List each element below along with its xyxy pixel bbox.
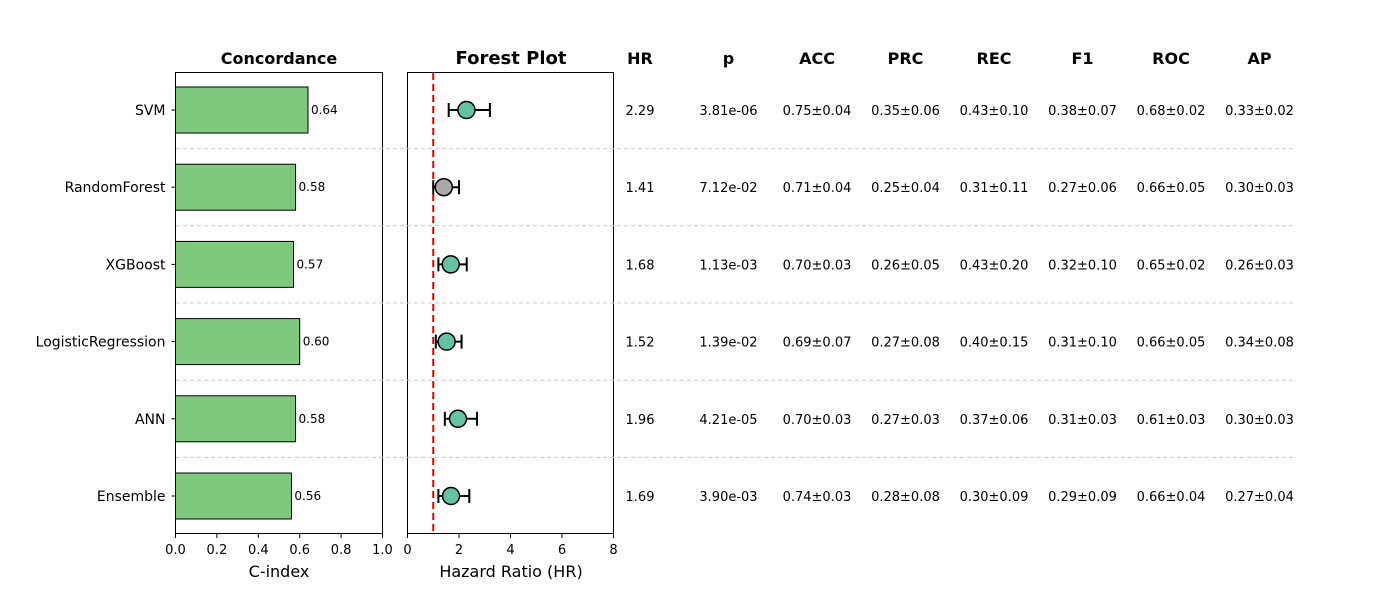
y-tick-label: RandomForest: [65, 180, 166, 196]
bar-value-label: 0.64: [311, 103, 338, 117]
table-cell: 1.96: [626, 413, 655, 428]
y-tick-label: SVM: [135, 103, 166, 119]
table-cell: 1.68: [626, 258, 655, 273]
y-tick-label: ANN: [135, 412, 166, 428]
table-cell: 0.66±0.04: [1137, 490, 1206, 505]
table-cell: 0.43±0.20: [960, 258, 1029, 273]
table-cell: 0.68±0.02: [1137, 104, 1206, 119]
hr-point: [434, 177, 454, 197]
forest-panel: Forest Plot 0 2 4 6 8 Hazard Ratio (HR): [403, 48, 617, 581]
table-cell: 0.74±0.03: [783, 490, 852, 505]
y-tick-label: LogisticRegression: [36, 335, 166, 351]
table-cell: 0.66±0.05: [1137, 336, 1206, 351]
hr-point: [448, 409, 468, 429]
concordance-panel: Concordance 0.64 0.58 0.57 0.60 0.58 0.56 SVM…: [36, 49, 393, 581]
table-cell: 0.69±0.07: [783, 336, 852, 351]
table-cell: 1.13e-03: [699, 258, 757, 273]
x-tick-label: 0.6: [289, 543, 310, 558]
metrics-table: HR p ACC PRC REC F1 ROC AP 2.29 3.81e-06 0.75±0.0…: [176, 49, 1296, 505]
x-tick-label: 0: [403, 543, 411, 558]
table-cell: 2.29: [626, 104, 655, 119]
table-header: p: [723, 49, 734, 68]
table-cell: 0.28±0.08: [871, 490, 940, 505]
table-cell: 3.81e-06: [699, 104, 757, 119]
x-tick-label: 0.8: [331, 543, 352, 558]
table-cell: 0.31±0.11: [960, 181, 1029, 196]
concordance-xlabel: C-index: [249, 562, 310, 581]
table-cell: 1.52: [626, 336, 655, 351]
hr-point: [441, 255, 461, 274]
x-tick-label: 0.0: [165, 543, 186, 558]
table-cell: 3.90e-03: [699, 490, 757, 505]
table-cell: 0.40±0.15: [960, 336, 1029, 351]
table-cell: 0.61±0.03: [1137, 413, 1206, 428]
table-cell: 0.25±0.04: [871, 181, 940, 196]
table-header: PRC: [888, 49, 924, 68]
bar: [175, 472, 292, 520]
y-tick-label: XGBoost: [106, 257, 166, 273]
table-cell: 0.38±0.07: [1048, 104, 1117, 119]
table-cell: 0.66±0.05: [1137, 181, 1206, 196]
bar-value-label: 0.60: [303, 335, 330, 349]
x-tick-label: 1.0: [372, 543, 393, 558]
x-tick-label: 8: [609, 543, 617, 558]
bar-value-label: 0.58: [299, 412, 326, 426]
bar: [175, 163, 297, 211]
table-cell: 0.27±0.06: [1048, 181, 1117, 196]
table-cell: 0.43±0.10: [960, 104, 1029, 119]
table-cell: 7.12e-02: [699, 181, 757, 196]
table-cell: 0.27±0.08: [871, 336, 940, 351]
x-tick-label: 2: [455, 543, 463, 558]
bar: [175, 86, 309, 134]
table-header: ACC: [799, 49, 835, 68]
table-cell: 0.32±0.10: [1048, 258, 1117, 273]
bar-value-label: 0.56: [294, 489, 321, 503]
hr-point: [437, 332, 456, 351]
x-tick-label: 0.2: [207, 543, 228, 558]
y-tick-label: Ensemble: [97, 489, 166, 505]
bar-value-label: 0.57: [296, 257, 323, 271]
bar: [175, 395, 297, 443]
hr-point: [441, 486, 461, 506]
table-header: ROC: [1152, 49, 1190, 68]
bar: [175, 240, 294, 288]
table-cell: 0.26±0.03: [1225, 258, 1294, 273]
bar-value-label: 0.58: [299, 180, 326, 194]
x-tick-label: 4: [506, 543, 514, 558]
table-cell: 0.70±0.03: [783, 413, 852, 428]
table-cell: 0.75±0.04: [783, 104, 852, 119]
x-tick-label: 6: [558, 543, 566, 558]
bar: [175, 318, 301, 366]
table-cell: 1.69: [626, 490, 655, 505]
table-cell: 0.27±0.04: [1225, 490, 1294, 505]
table-cell: 0.31±0.03: [1048, 413, 1117, 428]
concordance-title: Concordance: [221, 49, 338, 68]
table-cell: 1.39e-02: [699, 336, 757, 351]
table-cell: 0.26±0.05: [871, 258, 940, 273]
table-cell: 0.30±0.03: [1225, 413, 1294, 428]
table-cell: 0.34±0.08: [1225, 336, 1294, 351]
table-cell: 0.37±0.06: [960, 413, 1029, 428]
table-cell: 4.21e-05: [699, 413, 757, 428]
table-cell: 0.71±0.04: [783, 181, 852, 196]
table-cell: 0.65±0.02: [1137, 258, 1206, 273]
hr-point: [457, 100, 476, 120]
table-cell: 0.30±0.09: [960, 490, 1029, 505]
table-header: HR: [627, 49, 653, 68]
table-header: REC: [977, 49, 1012, 68]
table-cell: 0.35±0.06: [871, 104, 940, 119]
table-cell: 0.70±0.03: [783, 258, 852, 273]
table-cell: 0.27±0.03: [871, 413, 940, 428]
table-cell: 0.33±0.02: [1225, 104, 1294, 119]
table-header: AP: [1247, 49, 1271, 68]
table-cell: 0.31±0.10: [1048, 336, 1117, 351]
table-cell: 0.30±0.03: [1225, 181, 1294, 196]
forest-xlabel: Hazard Ratio (HR): [439, 562, 582, 581]
table-cell: 1.41: [626, 181, 655, 196]
table-header: F1: [1071, 49, 1093, 68]
forest-title: Forest Plot: [456, 48, 567, 69]
table-cell: 0.29±0.09: [1048, 490, 1117, 505]
x-tick-label: 0.4: [248, 543, 269, 558]
